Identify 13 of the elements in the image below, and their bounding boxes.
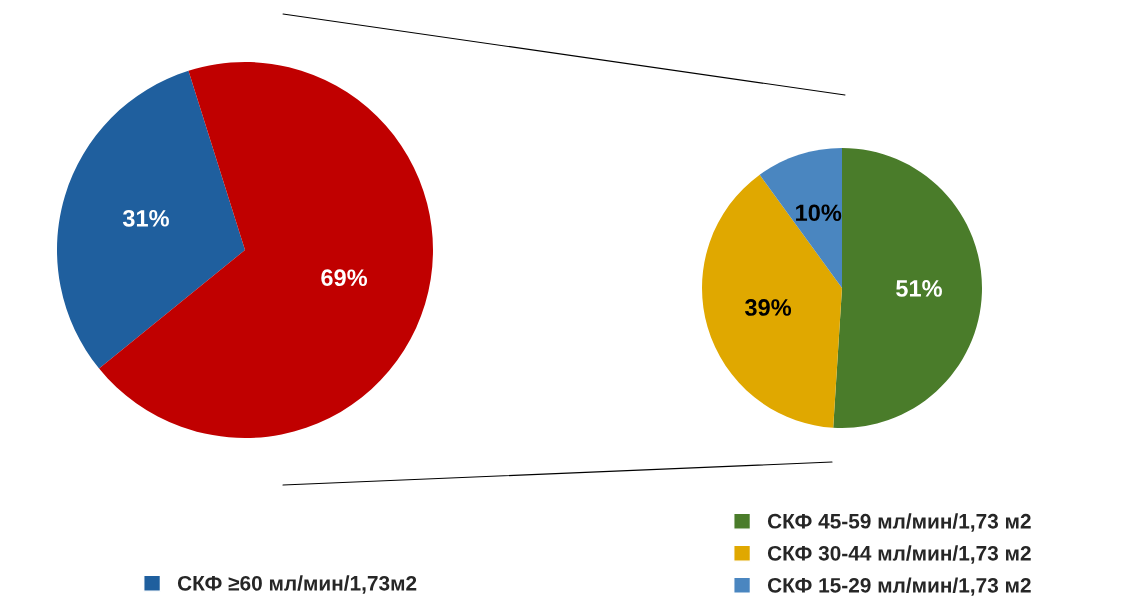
legend-label: СКФ 30-44 мл/мин/1,73 м2 <box>767 545 1031 564</box>
legend-label: СКФ ≥60 мл/мин/1,73м2 <box>177 575 417 594</box>
data-label: 39% <box>744 299 792 316</box>
pie-slice <box>99 62 433 438</box>
pie-slice <box>759 148 842 288</box>
legend-label: СКФ 45-59 мл/мин/1,73 м2 <box>767 513 1031 532</box>
data-label: 10% <box>796 204 842 222</box>
data-label: 69% <box>321 269 368 287</box>
data-label: 31% <box>122 209 169 227</box>
legend-label: СКФ 15-29 мл/мин/1,73 м2 <box>767 577 1031 596</box>
pie-slice <box>57 70 245 369</box>
pie-slice <box>702 174 842 428</box>
data-label: 51% <box>896 280 942 297</box>
